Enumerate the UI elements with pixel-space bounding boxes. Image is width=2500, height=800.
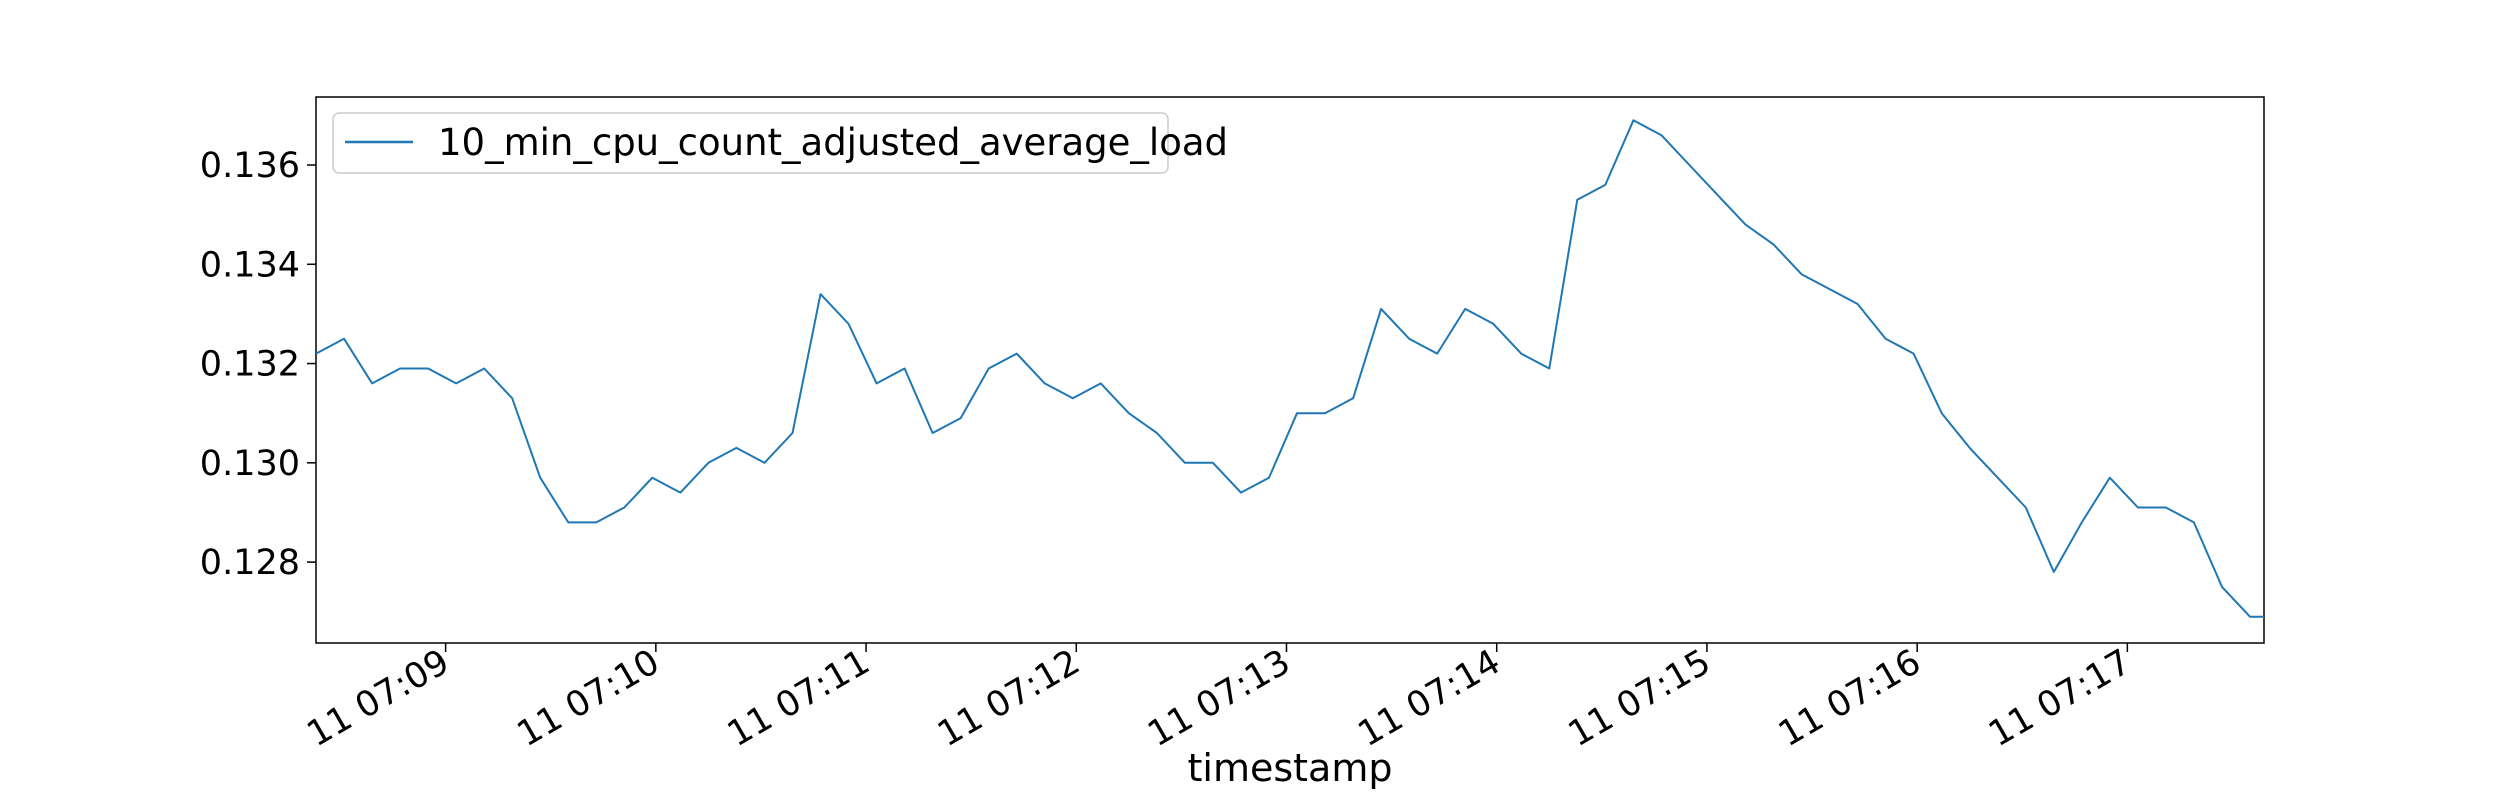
series-line (315, 119, 2264, 618)
x-axis-label: timestamp (1188, 746, 1393, 790)
x-tick-label: 11 07:09 (301, 642, 457, 755)
x-tick-label: 11 07:15 (1562, 642, 1718, 755)
y-tick-label: 0.132 (200, 345, 300, 385)
plot-frame (315, 96, 2265, 644)
y-tick-label: 0.134 (200, 245, 300, 285)
legend: 10_min_cpu_count_adjusted_average_load (332, 112, 1228, 174)
y-tick-label: 0.130 (200, 444, 300, 484)
y-axis: 0.128 0.130 0.132 0.134 0.136 (200, 146, 316, 583)
plot-area (315, 96, 2265, 644)
x-tick-label: 11 07:10 (511, 642, 667, 755)
y-tick-label: 0.128 (200, 543, 300, 583)
x-tick-label: 11 07:16 (1772, 642, 1928, 755)
x-tick-label: 11 07:13 (1141, 642, 1297, 755)
x-axis: 11 07:09 11 07:10 11 07:11 11 07:12 11 07:13… (301, 642, 2138, 755)
x-tick-label: 11 07:14 (1352, 642, 1508, 755)
x-tick-label: 11 07:12 (931, 642, 1087, 755)
x-tick-label: 11 07:11 (721, 642, 877, 755)
y-tick-label: 0.136 (200, 146, 300, 186)
x-tick-label: 11 07:17 (1982, 642, 2138, 755)
legend-series-label: 10_min_cpu_count_adjusted_average_load (438, 121, 1228, 164)
series-layer (315, 119, 2264, 618)
legend-box (332, 112, 1169, 174)
